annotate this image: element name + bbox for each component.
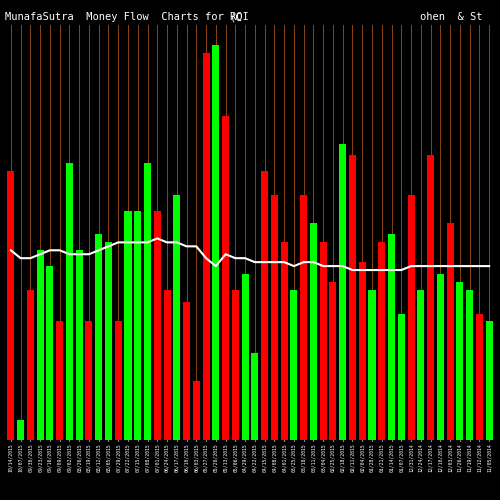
Bar — [105, 242, 112, 440]
Bar — [320, 242, 326, 440]
Bar — [76, 250, 82, 440]
Bar — [252, 353, 258, 440]
Bar — [388, 234, 395, 440]
Bar — [56, 322, 63, 440]
Bar — [437, 274, 444, 440]
Bar — [134, 211, 141, 440]
Bar — [378, 242, 386, 440]
Bar — [339, 144, 346, 440]
Bar — [17, 420, 24, 440]
Bar — [27, 290, 34, 440]
Bar — [193, 380, 200, 440]
Text: (C: (C — [230, 12, 242, 22]
Bar — [114, 322, 121, 440]
Bar — [46, 266, 54, 440]
Bar — [398, 314, 405, 440]
Bar — [300, 195, 307, 440]
Bar — [466, 290, 473, 440]
Bar — [349, 156, 356, 440]
Bar — [368, 290, 376, 440]
Bar — [476, 314, 483, 440]
Text: MunafaSutra  Money Flow  Charts for RQI: MunafaSutra Money Flow Charts for RQI — [5, 12, 249, 22]
Bar — [486, 322, 492, 440]
Bar — [271, 195, 278, 440]
Bar — [408, 195, 414, 440]
Bar — [202, 52, 209, 440]
Bar — [330, 282, 336, 440]
Bar — [154, 211, 161, 440]
Bar — [174, 195, 180, 440]
Bar — [232, 290, 239, 440]
Bar — [144, 164, 151, 440]
Bar — [8, 171, 14, 440]
Bar — [95, 234, 102, 440]
Bar — [358, 262, 366, 440]
Text: ohen  & St: ohen & St — [420, 12, 482, 22]
Bar — [418, 290, 424, 440]
Bar — [310, 222, 317, 440]
Bar — [164, 290, 170, 440]
Bar — [280, 242, 287, 440]
Bar — [456, 282, 464, 440]
Bar — [66, 164, 73, 440]
Bar — [124, 211, 132, 440]
Bar — [86, 322, 92, 440]
Bar — [446, 222, 454, 440]
Bar — [222, 116, 229, 440]
Bar — [261, 171, 268, 440]
Bar — [427, 156, 434, 440]
Bar — [242, 274, 248, 440]
Bar — [212, 45, 220, 440]
Bar — [183, 302, 190, 440]
Bar — [36, 250, 44, 440]
Bar — [290, 290, 298, 440]
